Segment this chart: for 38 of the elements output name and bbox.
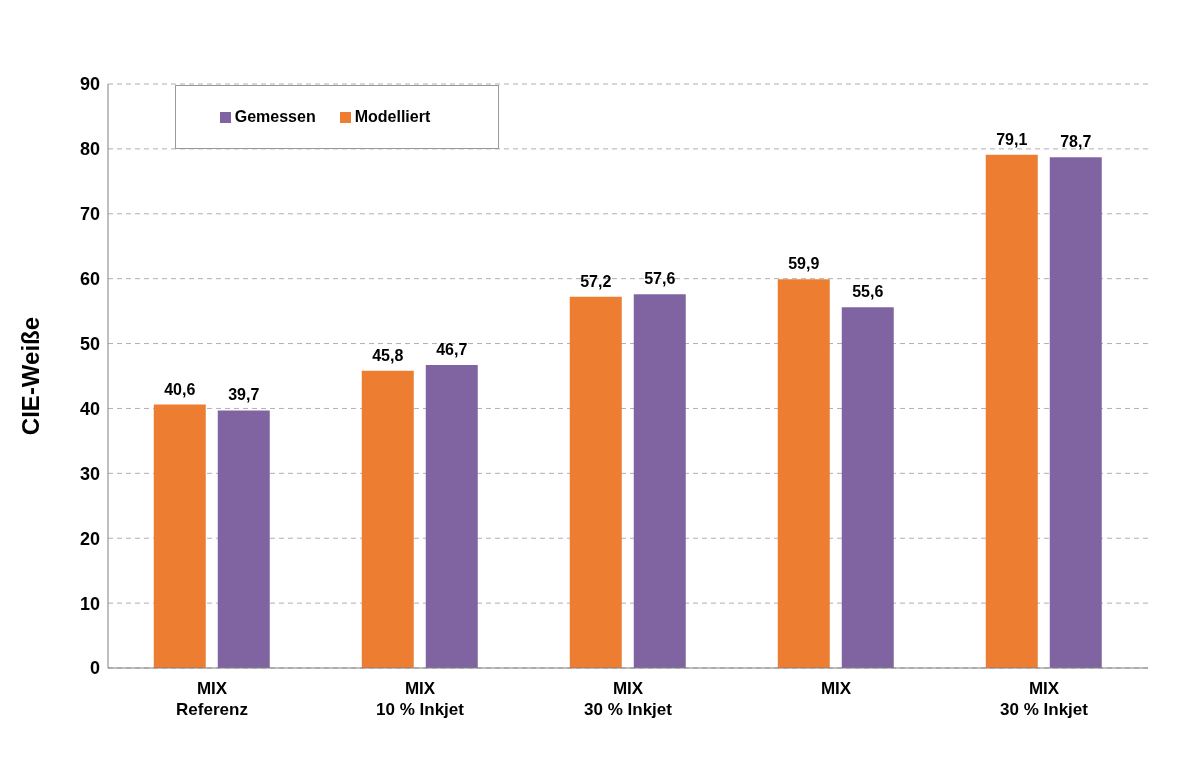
bar — [985, 154, 1038, 668]
x-tick-label: MIX 30 % Inkjet — [584, 679, 673, 719]
data-label: 78,7 — [1060, 133, 1092, 151]
data-label: 55,6 — [852, 283, 884, 301]
x-tick-label: MIX 30 % Inkjet — [1000, 679, 1089, 719]
y-tick-label: 70 — [79, 204, 100, 225]
y-tick-label: 80 — [79, 139, 100, 160]
y-tick-label: 90 — [79, 74, 100, 95]
data-label: 59,9 — [788, 255, 820, 273]
legend-label: Gemessen — [234, 108, 316, 125]
x-tick-label: MIX Referenz — [176, 679, 248, 719]
data-label: 39,7 — [228, 386, 260, 404]
data-label: 57,2 — [580, 272, 612, 290]
bar — [633, 294, 686, 668]
y-tick-label: 30 — [79, 463, 100, 484]
bar — [153, 404, 206, 668]
y-tick-label: 50 — [79, 333, 100, 354]
y-tick-label: 10 — [79, 593, 100, 614]
bar — [569, 296, 622, 668]
data-label: 46,7 — [436, 340, 468, 358]
data-label: 79,1 — [996, 130, 1028, 148]
bar — [361, 370, 414, 668]
legend-label: Modelliert — [354, 108, 431, 125]
bar — [1049, 157, 1102, 668]
bar — [217, 410, 270, 668]
y-tick-label: 20 — [79, 528, 100, 549]
y-axis-title: CIE-Weiße — [16, 316, 44, 436]
y-tick-label: 40 — [79, 398, 100, 419]
bar — [841, 307, 894, 668]
data-label: 45,8 — [372, 346, 404, 364]
data-label: 57,6 — [644, 270, 676, 288]
x-tick-label: MIX 10 % Inkjet — [376, 679, 465, 719]
y-tick-label: 0 — [89, 658, 100, 679]
data-label: 40,6 — [164, 380, 196, 398]
x-tick-label: MIX — [820, 679, 852, 698]
bar — [425, 364, 478, 668]
bar — [777, 279, 830, 668]
y-tick-label: 60 — [79, 269, 100, 290]
